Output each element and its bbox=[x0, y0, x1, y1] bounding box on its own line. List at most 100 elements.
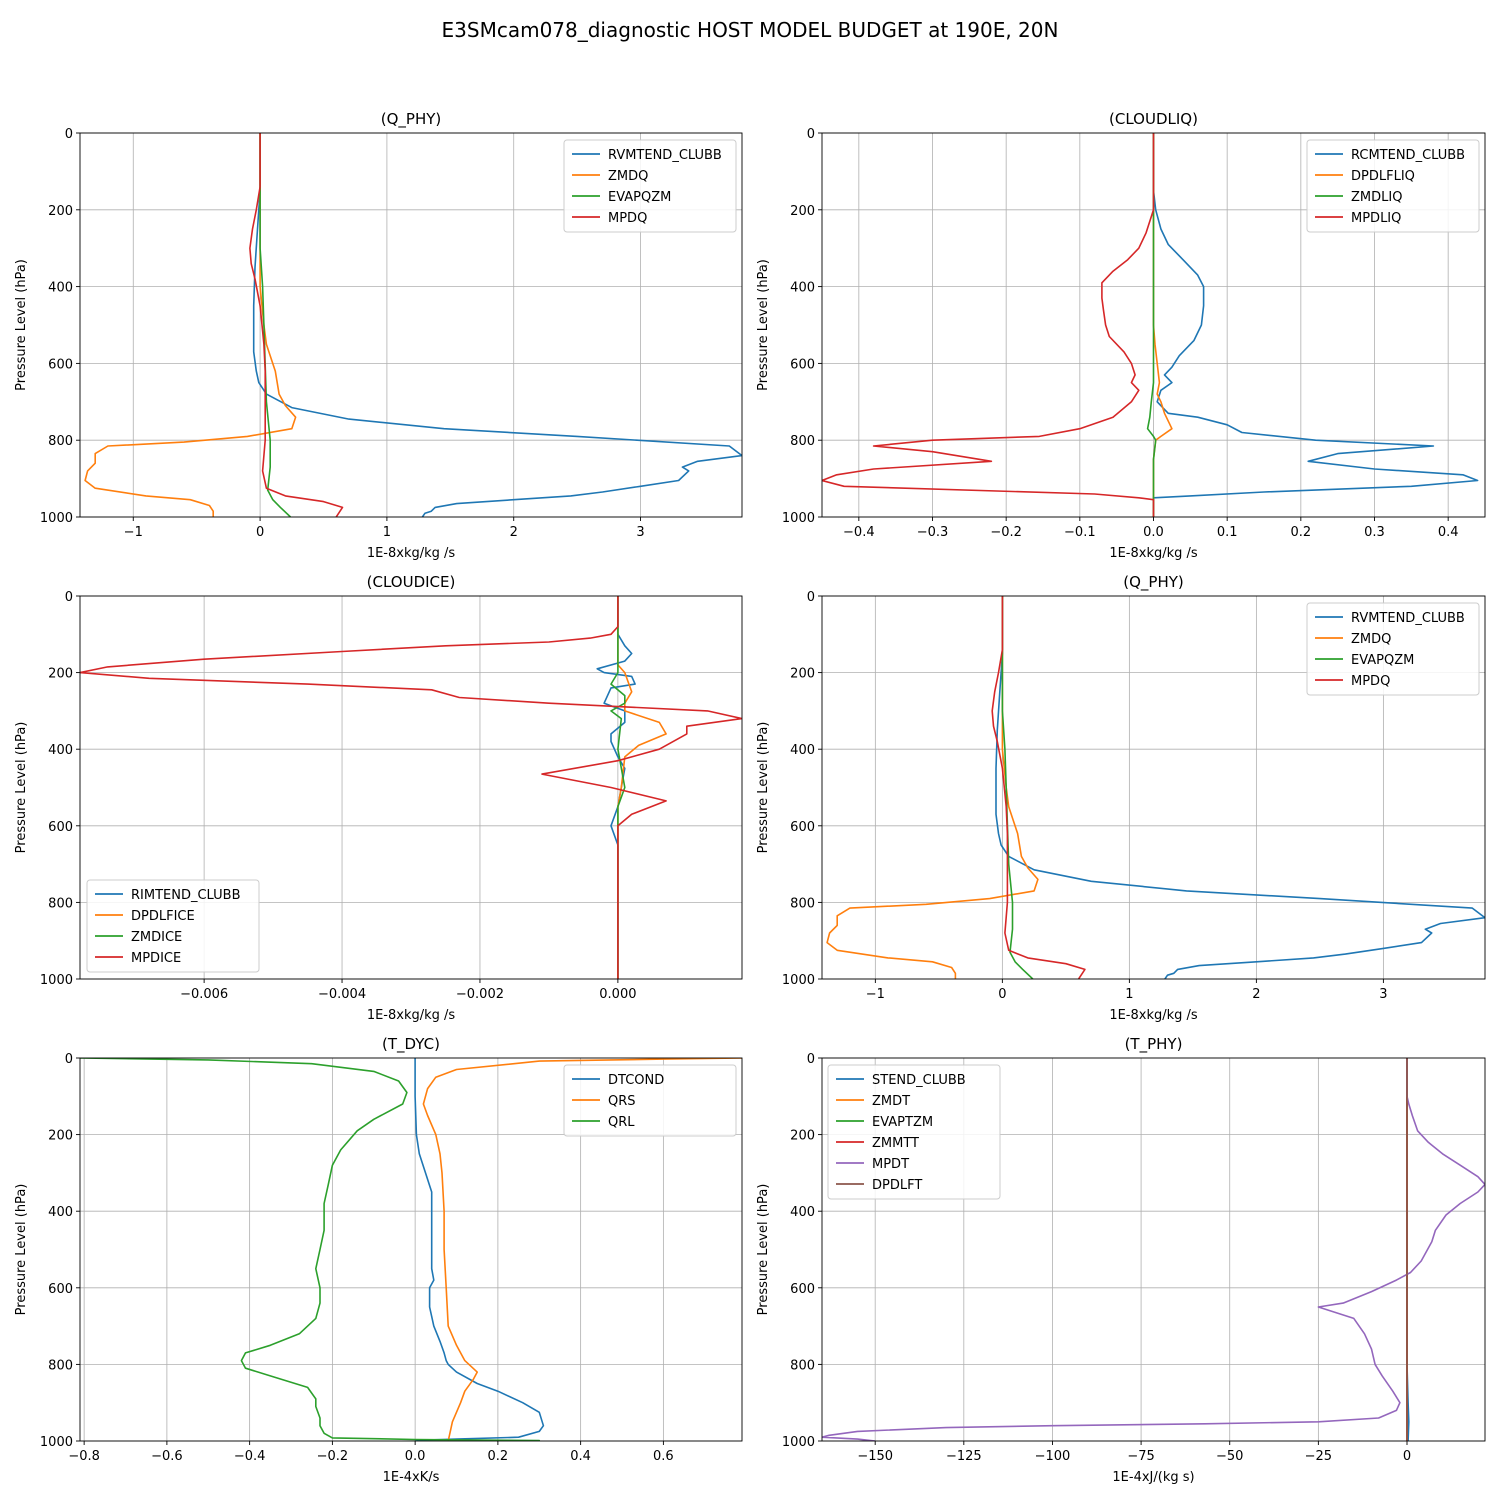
x-tick-label: −0.4 bbox=[843, 525, 875, 540]
y-tick-label: 0 bbox=[65, 1052, 73, 1067]
legend-label: ZMDICE bbox=[131, 930, 182, 945]
x-tick-label: 3 bbox=[1379, 987, 1387, 1002]
x-tick-label: 0 bbox=[256, 525, 264, 540]
y-axis-label: Pressure Level (hPa) bbox=[756, 722, 771, 854]
legend-label: QRL bbox=[608, 1115, 635, 1130]
legend-box bbox=[827, 1064, 1001, 1200]
legend-label: ZMDT bbox=[872, 1094, 910, 1109]
legend-box bbox=[563, 139, 737, 233]
x-tick-label: −25 bbox=[1305, 1449, 1332, 1464]
x-tick-label: −0.8 bbox=[68, 1449, 100, 1464]
legend-label: RVMTEND_CLUBB bbox=[1351, 611, 1465, 626]
y-tick-label: 800 bbox=[790, 434, 815, 449]
legend-label: EVAPQZM bbox=[1351, 653, 1414, 668]
series-line-dtcond bbox=[414, 1058, 545, 1441]
legend-label: RVMTEND_CLUBB bbox=[608, 148, 722, 163]
legend: STEND_CLUBB ZMDT EVAPTZM ZMMTT MPDT DPDLFT bbox=[827, 1064, 1001, 1200]
x-tick-label: −1 bbox=[866, 987, 885, 1002]
legend: RIMTEND_CLUBB DPDLFICE ZMDICE MPDICE bbox=[86, 879, 260, 973]
axes-frame bbox=[821, 1057, 1486, 1442]
series-group bbox=[80, 596, 742, 979]
panel-1: −1 0 1 2 3 0 200 400 600 800 1000 (Q_PHY) 1E-8xkg/kg… bbox=[14, 110, 743, 561]
axes-frame bbox=[821, 595, 1486, 980]
y-tick-label: 800 bbox=[48, 1358, 73, 1373]
y-tick-label: 800 bbox=[48, 434, 73, 449]
legend-label: STEND_CLUBB bbox=[872, 1073, 966, 1088]
legend-label: RCMTEND_CLUBB bbox=[1351, 148, 1465, 163]
panel-6: −150 −125 −100 −75 −50 −25 0 0 200 400 600 800 1000 (… bbox=[756, 1035, 1486, 1485]
y-tick-label: 1000 bbox=[40, 511, 73, 526]
legend-label: EVAPTZM bbox=[872, 1115, 933, 1130]
panel-title: (CLOUDICE) bbox=[367, 573, 456, 591]
x-tick-label: 0 bbox=[1403, 1449, 1411, 1464]
x-tick-label: 2 bbox=[510, 525, 518, 540]
x-axis-label: 1E-8xkg/kg /s bbox=[367, 1008, 456, 1023]
x-tick-label: 0.0 bbox=[405, 1449, 426, 1464]
series-line-zmdq bbox=[84, 133, 297, 517]
series-group bbox=[822, 133, 1479, 517]
x-tick-label: −1 bbox=[124, 525, 143, 540]
axes-frame bbox=[79, 595, 743, 980]
legend-label: MPDT bbox=[872, 1157, 909, 1172]
y-tick-label: 0 bbox=[807, 127, 815, 142]
series-line-rcmtend_clubb bbox=[1152, 133, 1479, 517]
series-line-rvmtend_clubb bbox=[252, 133, 742, 517]
x-tick-label: −0.6 bbox=[151, 1449, 183, 1464]
y-tick-label: 0 bbox=[65, 590, 73, 605]
y-axis-label: Pressure Level (hPa) bbox=[14, 1184, 29, 1316]
x-tick-label: 0.4 bbox=[1438, 525, 1459, 540]
series-line-mpdt bbox=[822, 1058, 1485, 1441]
legend-box bbox=[563, 1064, 737, 1137]
x-tick-label: −0.004 bbox=[318, 987, 366, 1002]
y-tick-label: 400 bbox=[48, 281, 73, 296]
legend-label: DTCOND bbox=[608, 1073, 664, 1088]
legend: DTCOND QRS QRL bbox=[563, 1064, 737, 1137]
x-tick-label: 0.3 bbox=[1364, 525, 1385, 540]
y-tick-label: 1000 bbox=[782, 511, 815, 526]
x-tick-label: 0.4 bbox=[570, 1449, 591, 1464]
y-tick-label: 200 bbox=[790, 667, 815, 682]
x-tick-label: −125 bbox=[946, 1449, 982, 1464]
x-tick-label: 0.1 bbox=[1217, 525, 1238, 540]
x-axis-label: 1E-4xJ/(kg s) bbox=[1112, 1470, 1194, 1485]
y-tick-label: 1000 bbox=[782, 1435, 815, 1450]
y-tick-label: 600 bbox=[790, 1282, 815, 1297]
panel-4: −1 0 1 2 3 0 200 400 600 800 1000 (Q_PHY) 1E-8xkg/kg… bbox=[756, 573, 1486, 1023]
series-line-mpdq bbox=[249, 133, 344, 517]
series-group bbox=[84, 133, 742, 517]
legend-label: DPDLFT bbox=[872, 1178, 922, 1193]
legend-label: ZMDLIQ bbox=[1351, 190, 1402, 205]
y-tick-label: 200 bbox=[48, 204, 73, 219]
x-tick-label: 0.000 bbox=[599, 987, 636, 1002]
panel-3: −0.006 −0.004 −0.002 0.000 0 200 400 600 800 1000… bbox=[14, 573, 743, 1023]
x-axis-label: 1E-8xkg/kg /s bbox=[1109, 546, 1198, 561]
y-axis-label: Pressure Level (hPa) bbox=[756, 1184, 771, 1316]
legend: RVMTEND_CLUBB ZMDQ EVAPQZM MPDQ bbox=[563, 139, 737, 233]
y-axis-label: Pressure Level (hPa) bbox=[756, 259, 771, 391]
x-tick-label: −150 bbox=[857, 1449, 893, 1464]
y-axis-label: Pressure Level (hPa) bbox=[14, 722, 29, 854]
figure-title: E3SMcam078_diagnostic HOST MODEL BUDGET … bbox=[442, 18, 1059, 42]
panel-5: −0.8 −0.6 −0.4 −0.2 0.0 0.2 0.4 0.6 0 200 400 600 80… bbox=[14, 1035, 743, 1485]
y-tick-label: 0 bbox=[65, 127, 73, 142]
x-tick-label: 0.2 bbox=[488, 1449, 509, 1464]
panel-title: (Q_PHY) bbox=[381, 110, 442, 129]
legend-box bbox=[1306, 602, 1480, 696]
series-line-qrl bbox=[80, 1058, 541, 1441]
y-tick-label: 1000 bbox=[40, 1435, 73, 1450]
y-tick-label: 600 bbox=[48, 357, 73, 372]
legend-label: MPDICE bbox=[131, 951, 181, 966]
y-tick-label: 400 bbox=[790, 1205, 815, 1220]
panel-title: (T_DYC) bbox=[382, 1035, 440, 1054]
legend-label: MPDQ bbox=[608, 211, 647, 226]
y-tick-label: 1000 bbox=[782, 973, 815, 988]
series-line-mpdice bbox=[80, 596, 742, 979]
x-tick-label: 3 bbox=[636, 525, 644, 540]
series-line-zmdliq bbox=[1146, 133, 1157, 517]
legend: RVMTEND_CLUBB ZMDQ EVAPQZM MPDQ bbox=[1306, 602, 1480, 696]
x-tick-label: −0.2 bbox=[317, 1449, 349, 1464]
x-axis-label: 1E-4xK/s bbox=[383, 1470, 440, 1485]
series-line-mpdq bbox=[991, 596, 1086, 979]
panel-title: (Q_PHY) bbox=[1123, 573, 1184, 592]
